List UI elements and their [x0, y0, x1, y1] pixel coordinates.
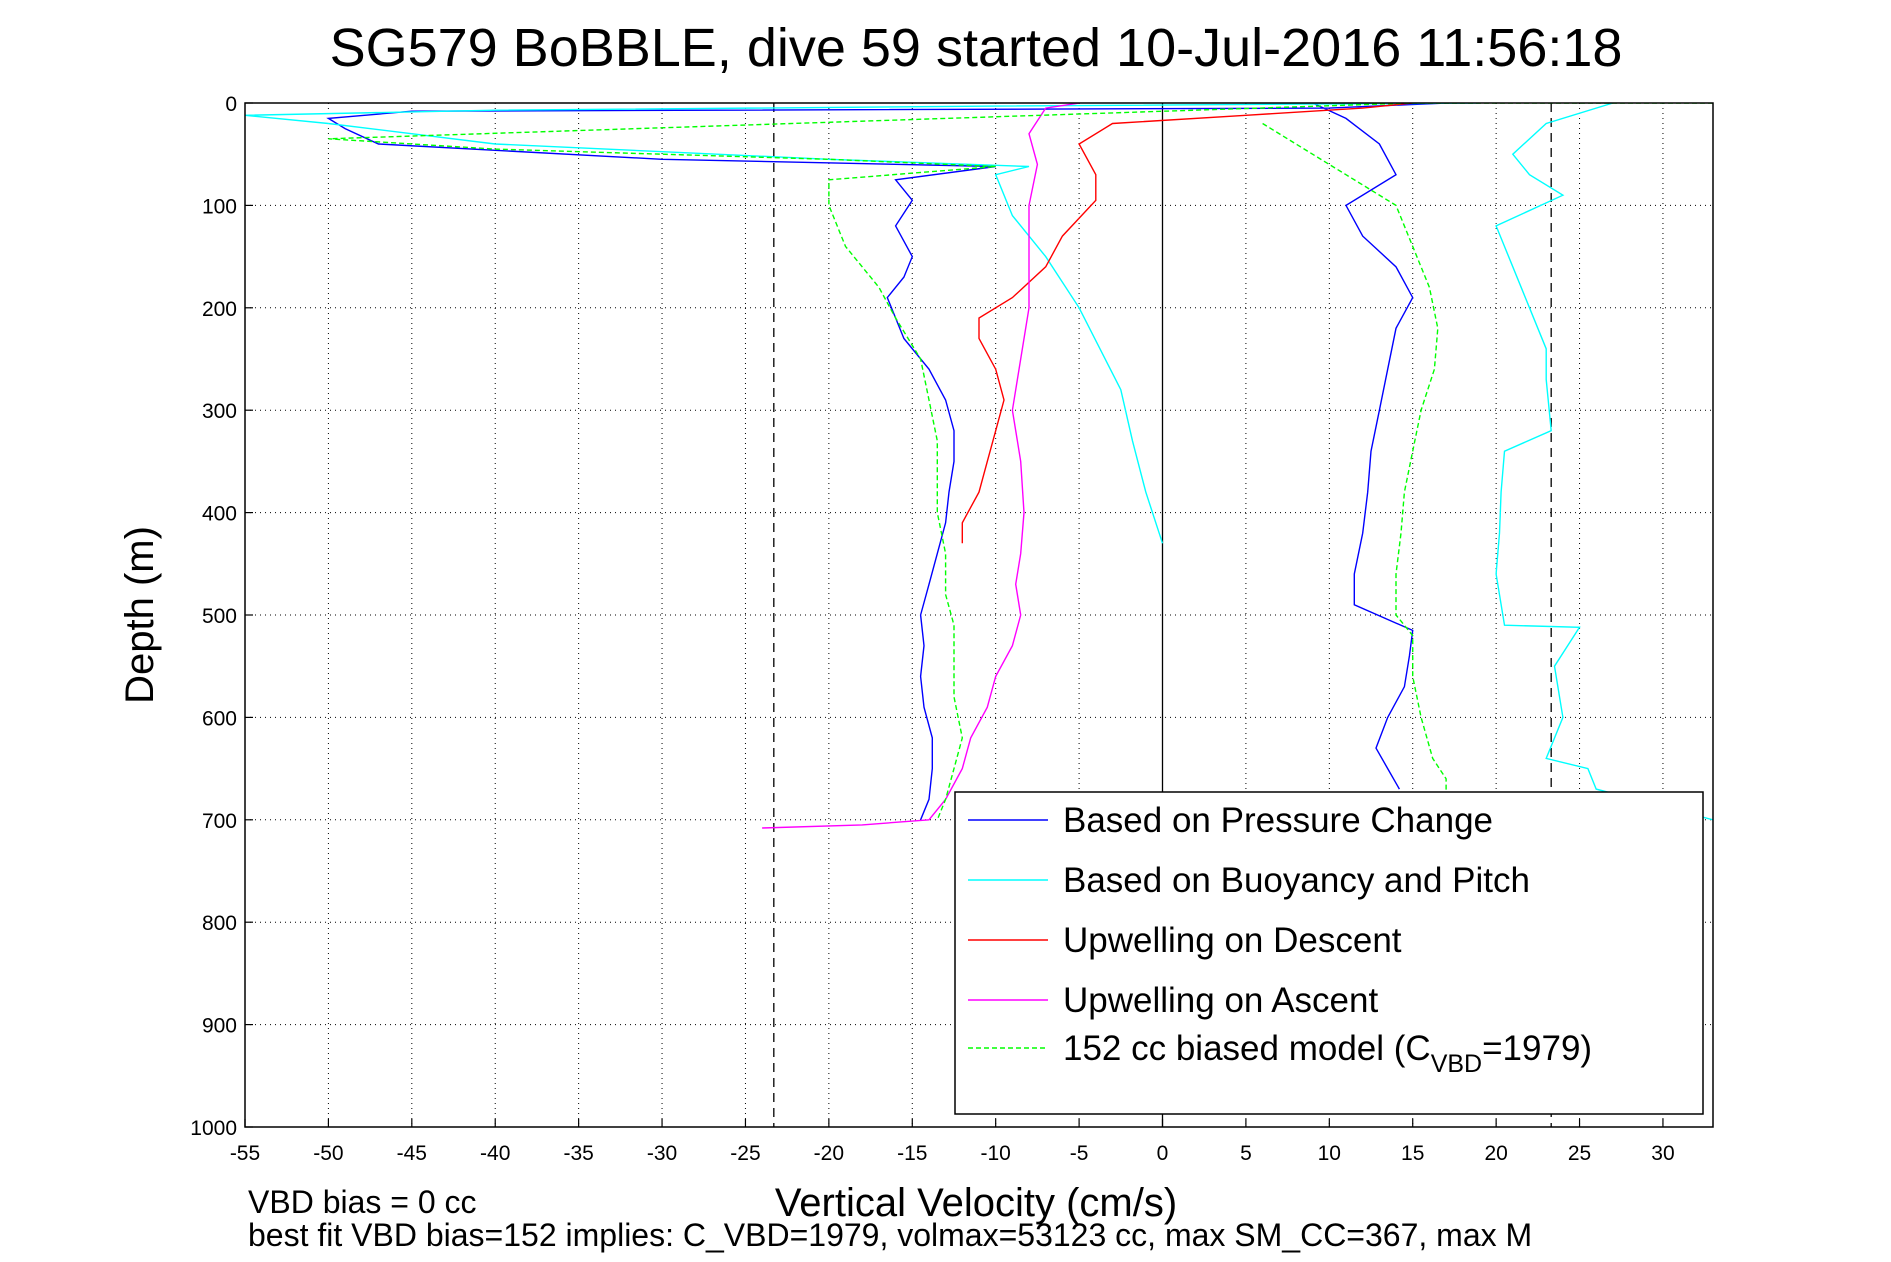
x-tick-label-1: -50	[313, 1142, 343, 1165]
x-tick-label-7: -20	[814, 1142, 844, 1165]
y-tick-label-3: 300	[202, 400, 237, 423]
legend-label-0: Based on Pressure Change	[1063, 801, 1493, 840]
y-tick-label-4: 400	[202, 503, 237, 526]
y-tick-label-10: 1000	[190, 1117, 237, 1140]
x-tick-label-4: -35	[563, 1142, 593, 1165]
y-tick-label-9: 900	[202, 1015, 237, 1038]
chart-title: SG579 BoBBLE, dive 59 started 10-Jul-201…	[330, 18, 1623, 78]
y-axis-label: Depth (m)	[118, 526, 162, 704]
x-tick-label-14: 15	[1401, 1142, 1424, 1165]
series-line-4	[328, 103, 1713, 821]
x-tick-label-8: -15	[897, 1142, 927, 1165]
y-tick-label-0: 0	[225, 93, 237, 116]
x-tick-label-10: -5	[1070, 1142, 1089, 1165]
y-tick-label-2: 200	[202, 298, 237, 321]
x-axis-label: Vertical Velocity (cm/s)	[775, 1181, 1177, 1225]
footer-line-1: VBD bias = 0 cc	[248, 1184, 477, 1220]
series-line-3	[762, 103, 1080, 829]
series-line-0	[326, 103, 1447, 821]
y-tick-label-5: 500	[202, 605, 237, 628]
y-tick-label-8: 800	[202, 912, 237, 935]
legend: Based on Pressure Change Based on Buoyanc…	[954, 791, 1704, 1115]
y-tick-label-7: 700	[202, 810, 237, 833]
series-layer	[245, 103, 1713, 829]
legend-label-2: Upwelling on Descent	[1063, 921, 1402, 960]
x-tick-label-15: 20	[1484, 1142, 1507, 1165]
x-axis-ticks: -55 -50 -45 -40 -35 -30 -25 -20 -15 -10 -5 0 5 10 15 20…	[230, 1119, 1675, 1165]
x-tick-label-0: -55	[230, 1142, 260, 1165]
x-tick-label-16: 25	[1568, 1142, 1591, 1165]
x-tick-label-13: 10	[1318, 1142, 1341, 1165]
x-tick-label-6: -25	[730, 1142, 760, 1165]
x-tick-label-5: -30	[647, 1142, 677, 1165]
x-tick-label-2: -45	[397, 1142, 427, 1165]
y-tick-label-1: 100	[202, 195, 237, 218]
footer-line-2: best fit VBD bias=152 implies: C_VBD=197…	[248, 1217, 1532, 1253]
x-tick-label-11: 0	[1157, 1142, 1169, 1165]
x-tick-label-9: -10	[981, 1142, 1011, 1165]
x-tick-label-17: 30	[1651, 1142, 1674, 1165]
legend-label-3: Upwelling on Ascent	[1063, 981, 1378, 1020]
legend-label-1: Based on Buoyancy and Pitch	[1063, 861, 1530, 900]
series-line-1	[245, 103, 1713, 821]
x-tick-label-3: -40	[480, 1142, 510, 1165]
y-tick-label-6: 600	[202, 707, 237, 730]
series-line-2	[961, 103, 1413, 544]
y-axis-ticks: 0 100 200 300 400 500 600 700 800 900 1000	[190, 93, 253, 1140]
legend-box	[954, 791, 1704, 1115]
x-tick-label-12: 5	[1240, 1142, 1252, 1165]
